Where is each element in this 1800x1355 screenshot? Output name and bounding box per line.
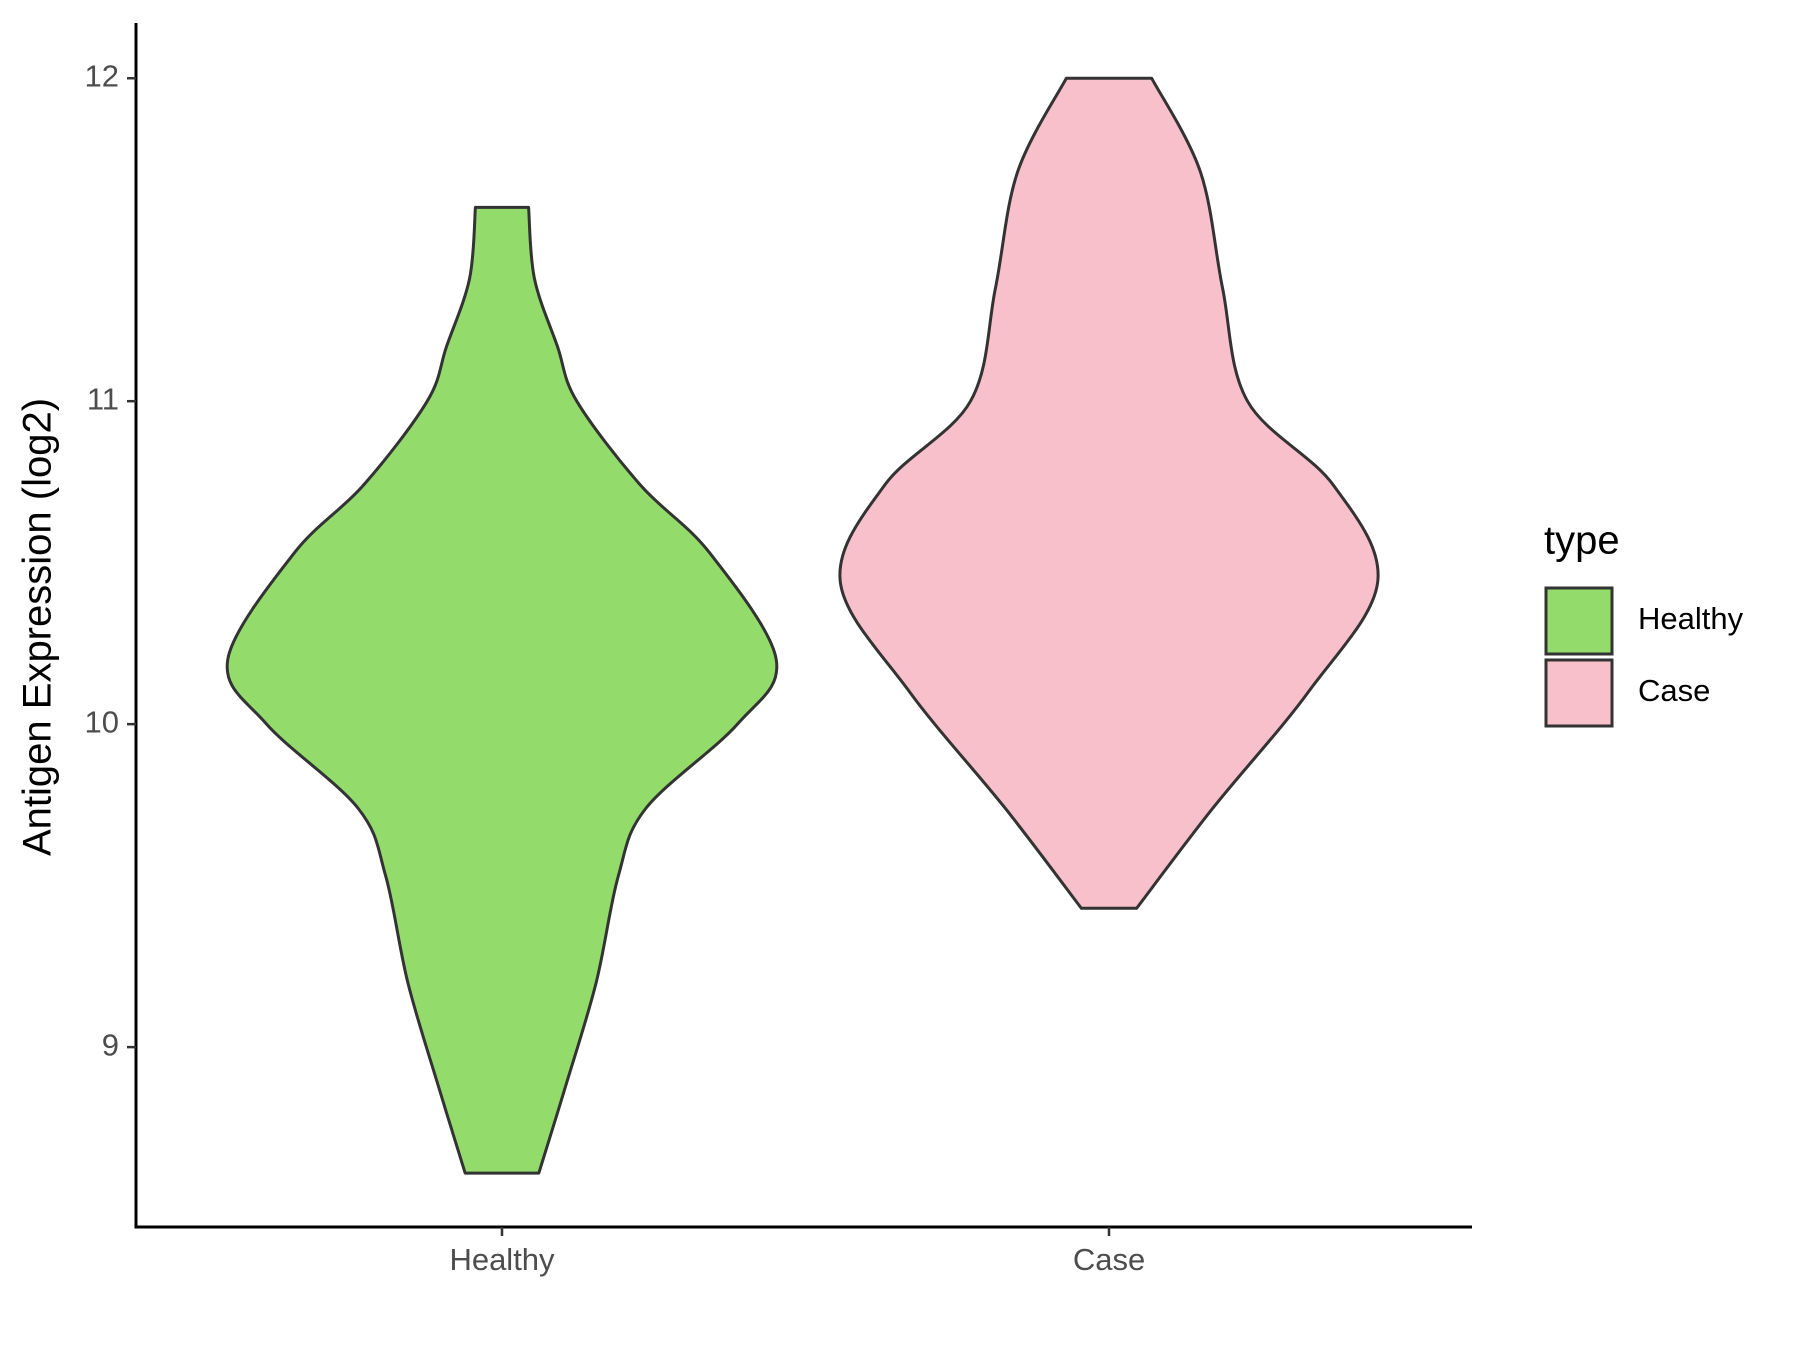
violin [838, 76, 1380, 910]
legend-label: Case [1638, 673, 1710, 708]
y-axis-label: Antigen Expression (log2) [16, 398, 60, 856]
y-tick-label: 10 [85, 704, 119, 739]
y-tick-label: 11 [87, 381, 119, 416]
violin [225, 205, 779, 1175]
legend-key [1544, 658, 1614, 728]
x-tick-label: Case [1073, 1242, 1145, 1277]
legend-key [1544, 586, 1614, 656]
legend-title: type [1544, 519, 1620, 563]
legend-label: Healthy [1638, 601, 1744, 636]
y-tick-label: 12 [85, 58, 119, 93]
x-tick-label: Healthy [449, 1242, 555, 1277]
y-tick-label: 9 [102, 1027, 119, 1062]
